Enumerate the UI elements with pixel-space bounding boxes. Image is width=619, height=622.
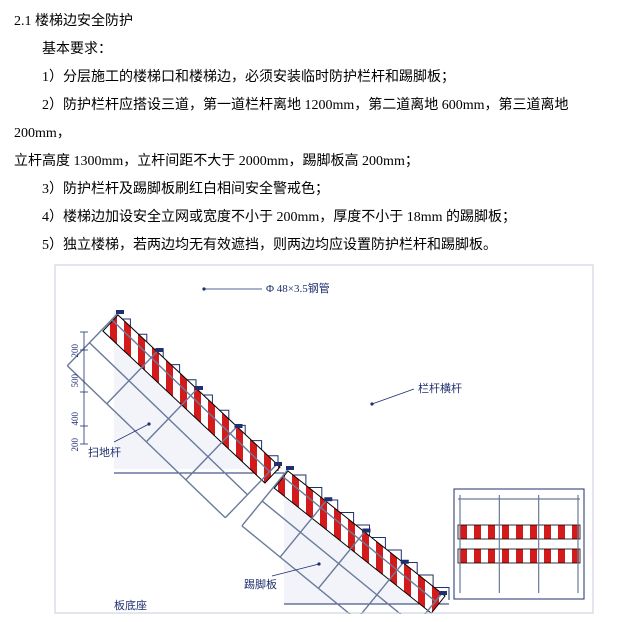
requirement-line: 3）防护栏杆及踢脚板刷红白相间安全警戒色； (14, 176, 605, 204)
svg-text:栏杆横杆: 栏杆横杆 (418, 381, 462, 395)
svg-text:200: 200 (70, 344, 80, 358)
requirement-line: 立杆高度 1300mm，立杆间距不大于 2000mm，踢脚板高 200mm； (14, 148, 605, 176)
svg-text:扫地杆: 扫地杆 (88, 445, 121, 459)
requirement-line: 基本要求： (14, 36, 605, 64)
requirements-list: 基本要求：1）分层施工的楼梯口和楼梯边，必须安装临时防护栏杆和踢脚板；2）防护栏… (14, 36, 605, 260)
requirement-line: 2）防护栏杆应搭设三道，第一道栏杆离地 1200mm，第二道离地 600mm，第… (14, 92, 605, 148)
section-heading: 2.1 楼梯边安全防护 (14, 8, 605, 36)
svg-text:400: 400 (70, 412, 80, 426)
svg-text:板底座: 板底座 (114, 598, 147, 612)
svg-text:Φ 48×3.5钢管: Φ 48×3.5钢管 (266, 281, 330, 295)
svg-text:踢脚板: 踢脚板 (244, 577, 277, 591)
requirement-line: 1）分层施工的楼梯口和楼梯边，必须安装临时防护栏杆和踢脚板； (14, 64, 605, 92)
requirement-line: 4）楼梯边加设安全立网或宽度不小于 200mm，厚度不小于 18mm 的踢脚板； (14, 204, 605, 232)
stair-guard-diagram: Φ 48×3.5钢管栏杆横杆扫地杆踢脚板板底座 200 400 500 200 (14, 260, 605, 614)
svg-text:500: 500 (70, 374, 80, 388)
svg-text:200: 200 (70, 438, 80, 452)
requirement-line: 5）独立楼梯，若两边均无有效遮挡，则两边均应设置防护栏杆和踢脚板。 (14, 232, 605, 260)
